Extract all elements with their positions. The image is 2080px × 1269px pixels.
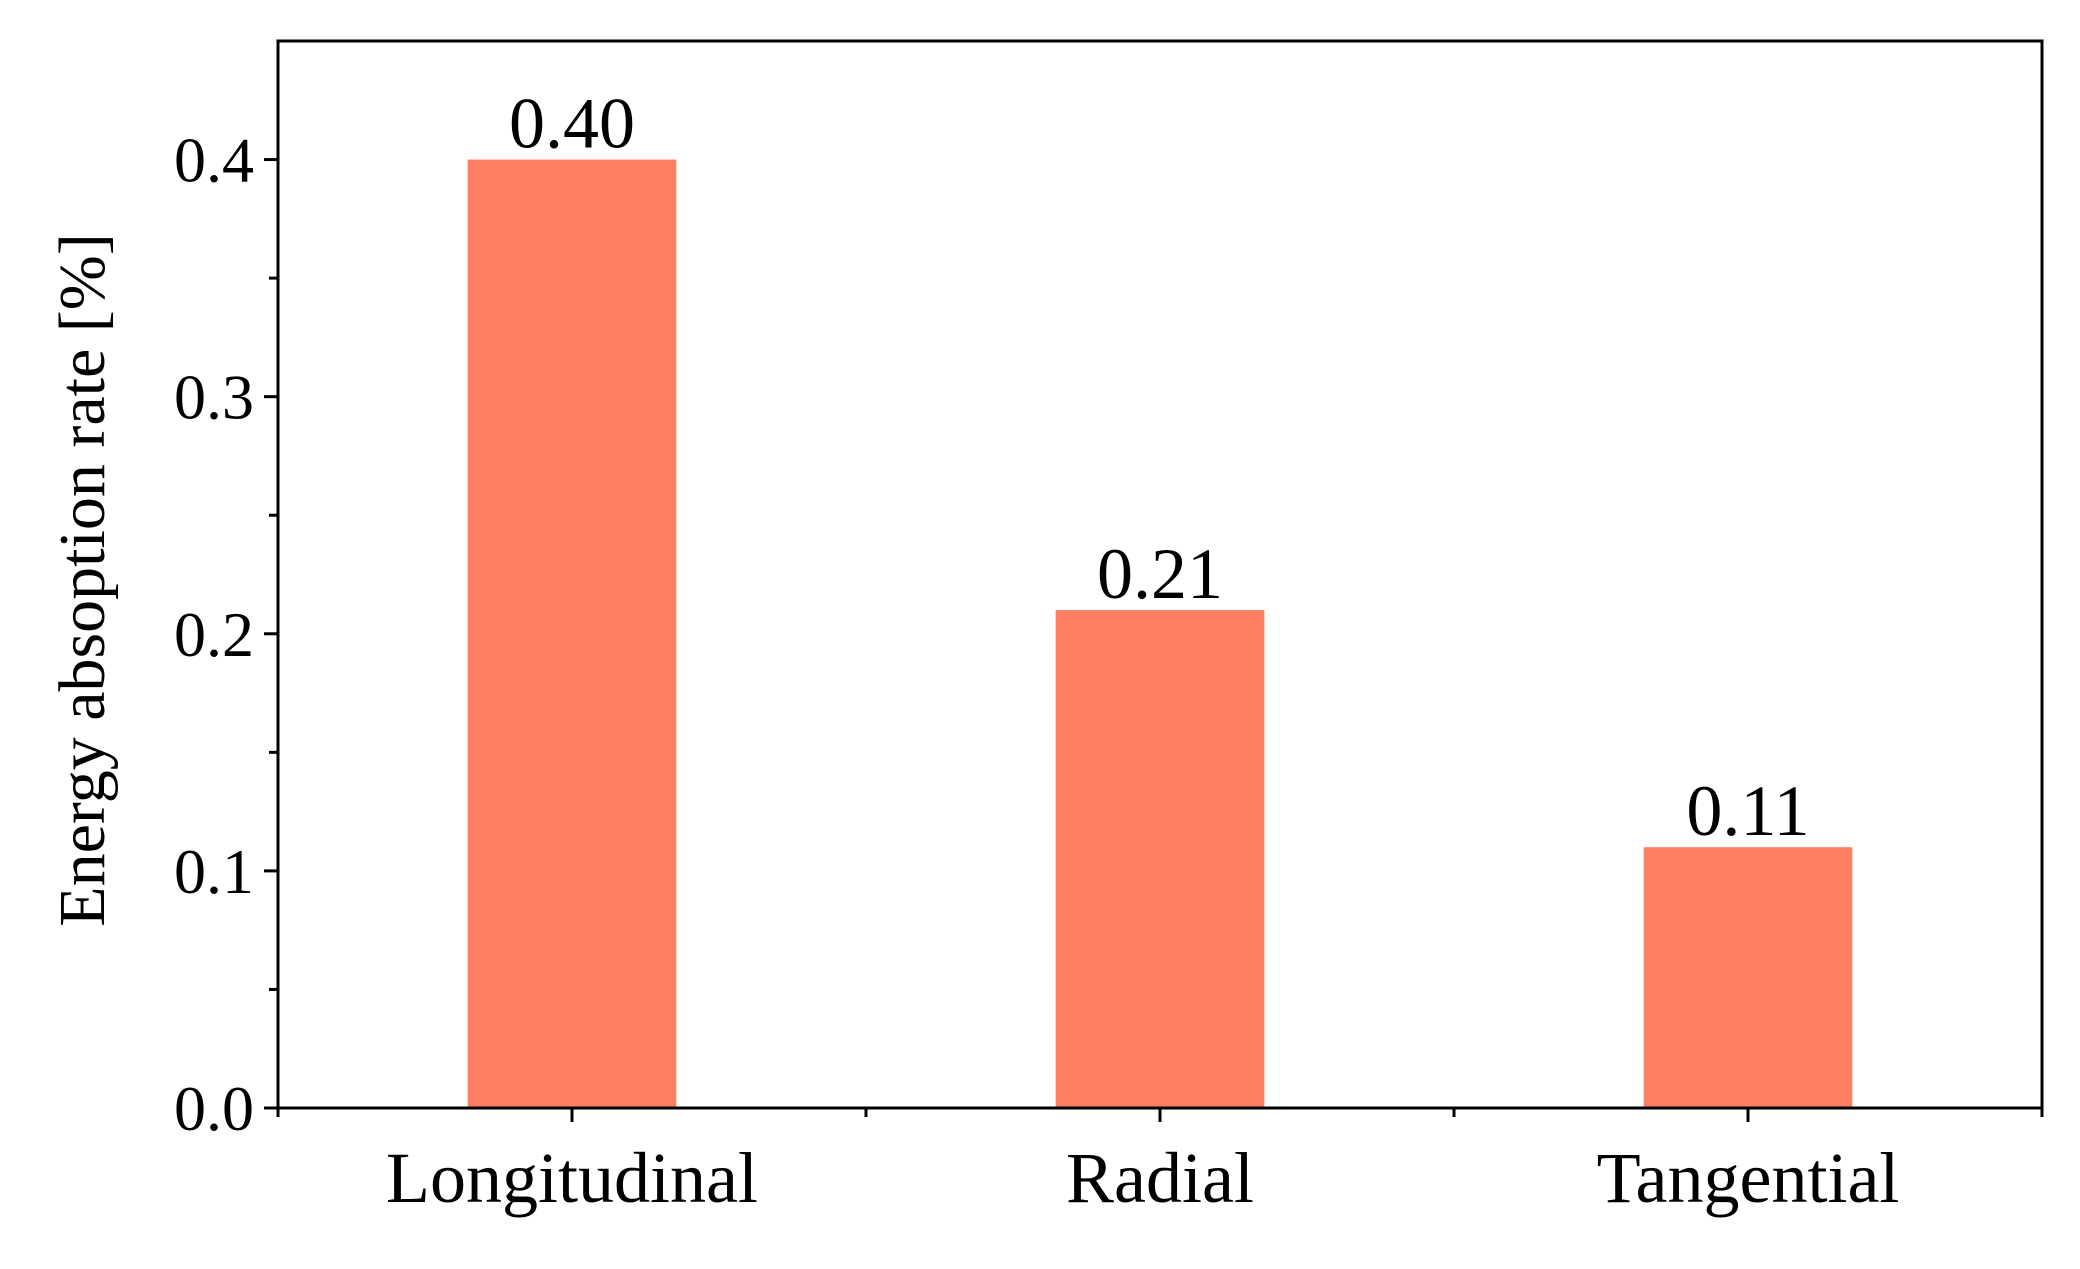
y-tick-label: 0.3 — [174, 362, 254, 433]
bar-radial — [1055, 610, 1265, 1108]
y-tick-label: 0.4 — [174, 125, 254, 196]
bar-longitudinal — [467, 159, 677, 1109]
x-tick-label-radial: Radial — [1066, 1138, 1254, 1218]
data-labels: 0.40 0.21 0.11 — [509, 84, 1810, 852]
bars-layer — [467, 159, 1853, 1109]
y-tick-label: 0.1 — [174, 836, 254, 907]
bar-tangential — [1643, 847, 1853, 1108]
y-axis-title: Energy absoption rate [%] — [46, 233, 119, 926]
data-label-radial: 0.21 — [1097, 534, 1223, 614]
x-tick-label-longitudinal: Longitudinal — [386, 1138, 758, 1218]
y-tick-label: 0.2 — [174, 599, 254, 670]
y-tick-label: 0.0 — [174, 1073, 254, 1144]
data-label-tangential: 0.11 — [1686, 771, 1809, 851]
x-axis: Longitudinal Radial Tangential — [276, 1108, 2044, 1218]
data-label-longitudinal: 0.40 — [509, 84, 635, 164]
y-axis: 0.0 0.1 0.2 0.3 0.4 — [174, 125, 278, 1144]
x-tick-label-tangential: Tangential — [1597, 1138, 1900, 1218]
